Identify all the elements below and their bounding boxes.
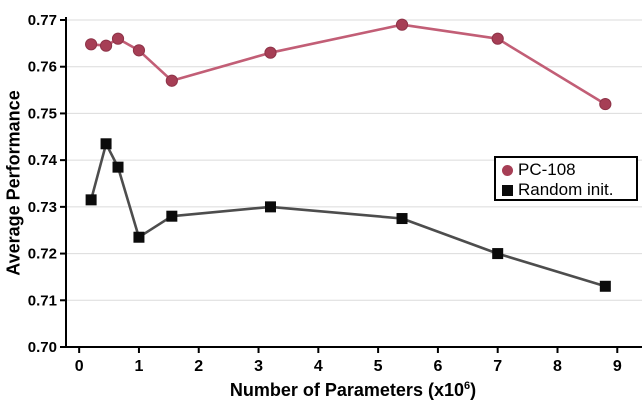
series-point-pc-108 [264,46,277,59]
pc-108-circle-marker-icon [502,164,513,176]
y-tick-label: 0.76 [28,59,57,76]
y-tick-label: 0.77 [28,12,57,29]
series-point-random-init [599,280,611,292]
x-tick-label: 4 [314,358,323,375]
x-tick-label: 8 [553,358,562,375]
series-point-pc-108 [599,97,612,111]
y-tick-label: 0.75 [28,105,57,122]
legend: PC-108 Random init. [494,156,638,201]
x-tick-label: 1 [134,358,143,375]
series-point-random-init [85,194,97,206]
series-point-pc-108 [111,32,125,45]
series-point-pc-108 [491,32,504,45]
y-tick-label: 0.72 [28,246,57,263]
series-point-random-init [133,231,145,243]
series-point-pc-108 [132,44,146,57]
x-tick-label: 5 [374,358,383,375]
y-tick-label: 0.71 [28,292,57,309]
series-point-random-init [492,248,504,260]
series-point-random-init [100,138,112,150]
x-axis-title-close-paren: ) [470,380,477,400]
legend-item-pc-108: PC-108 [502,160,636,180]
random-init-square-marker-icon [502,184,513,196]
series-point-random-init [396,213,408,225]
x-tick-label: 2 [194,358,203,375]
series-point-random-init [264,201,276,213]
y-axis-title: Average Performance [3,90,24,276]
x-tick-label: 7 [493,358,502,375]
series-point-pc-108 [165,74,178,87]
y-tick-label: 0.73 [28,199,57,216]
series-point-pc-108 [99,39,113,52]
x-axis-title-exponent: 6 [463,380,471,392]
series-point-random-init [112,161,124,173]
x-tick-label: 6 [433,358,442,375]
series-point-pc-108 [395,18,409,31]
y-tick-label: 0.74 [28,152,58,169]
x-axis-title-text: Number of Parameters (x10 [229,380,464,400]
x-tick-label: 0 [75,358,84,375]
series-point-random-init [166,210,178,222]
y-tick-label: 0.70 [28,339,57,356]
series-line-pc-108 [90,23,606,106]
x-tick-label: 9 [613,358,622,375]
x-axis-title: Number of Parameters (x106) [230,380,476,401]
legend-item-random-init: Random init. [502,180,636,200]
legend-label-pc-108: PC-108 [518,160,576,179]
series-point-pc-108 [85,38,98,51]
x-tick-label: 3 [254,358,263,375]
legend-label-random-init: Random init. [518,180,614,199]
